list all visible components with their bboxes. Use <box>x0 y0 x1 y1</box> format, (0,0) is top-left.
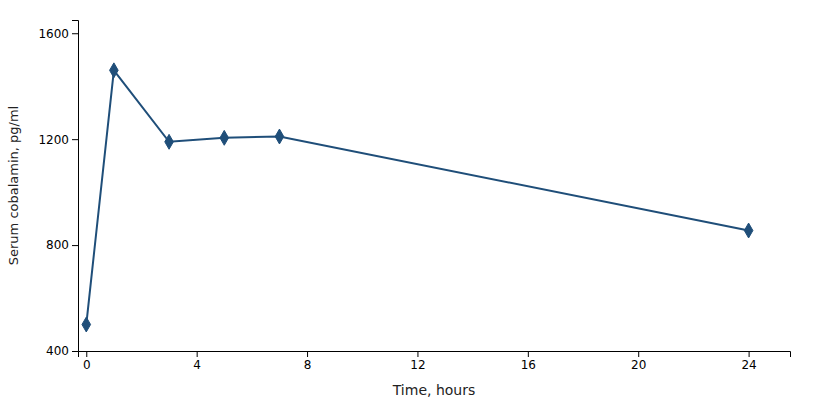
tick: 1200 <box>38 133 78 147</box>
chart: 0 4 8 12 16 20 24 400 800 1200 1600 Time, hours Seru… <box>0 0 814 407</box>
y-axis-title: Serum cobalamin, pg/ml <box>6 106 21 265</box>
marker <box>275 129 284 144</box>
plot: 0 4 8 12 16 20 24 400 800 1200 1600 <box>38 21 790 372</box>
tick: 400 <box>46 344 78 358</box>
tick-label: 800 <box>46 238 69 252</box>
tick-label: 20 <box>631 358 646 372</box>
tick-mark <box>197 351 198 357</box>
tick: 8 <box>304 351 312 372</box>
y-axis: 400 800 1200 1600 <box>38 21 78 359</box>
tick-label: 400 <box>46 344 69 358</box>
axis-line <box>79 352 791 358</box>
tick-label: 8 <box>304 358 312 372</box>
tick: 16 <box>521 351 536 372</box>
tick: 20 <box>631 351 646 372</box>
marker <box>82 317 91 332</box>
tick: 800 <box>46 238 78 252</box>
tick-mark <box>72 33 78 34</box>
axis-line <box>72 21 79 352</box>
marks <box>82 63 753 332</box>
tick-mark <box>307 351 308 357</box>
tick: 12 <box>410 351 425 372</box>
tick-mark <box>72 139 78 140</box>
tick: 0 <box>83 351 91 372</box>
tick-mark <box>72 351 78 352</box>
tick-mark <box>72 245 78 246</box>
tick-mark <box>638 351 639 357</box>
tick: 1600 <box>38 27 78 41</box>
marker <box>220 130 229 145</box>
marker <box>165 134 174 149</box>
marker <box>744 223 753 238</box>
tick-label: 0 <box>83 358 91 372</box>
marker <box>110 63 119 78</box>
tick-label: 16 <box>521 358 536 372</box>
tick-label: 4 <box>193 358 201 372</box>
line <box>86 70 748 324</box>
tick-mark <box>528 351 529 357</box>
x-axis: 0 4 8 12 16 20 24 <box>79 351 791 372</box>
tick-mark <box>749 351 750 357</box>
tick-label: 1200 <box>38 133 69 147</box>
tick: 24 <box>741 351 756 372</box>
tick-label: 12 <box>410 358 425 372</box>
tick-label: 1600 <box>38 27 69 41</box>
tick-label: 24 <box>741 358 756 372</box>
tick-mark <box>417 351 418 357</box>
tick-mark <box>86 351 87 357</box>
x-axis-title: Time, hours <box>392 382 476 398</box>
tick: 4 <box>193 351 201 372</box>
